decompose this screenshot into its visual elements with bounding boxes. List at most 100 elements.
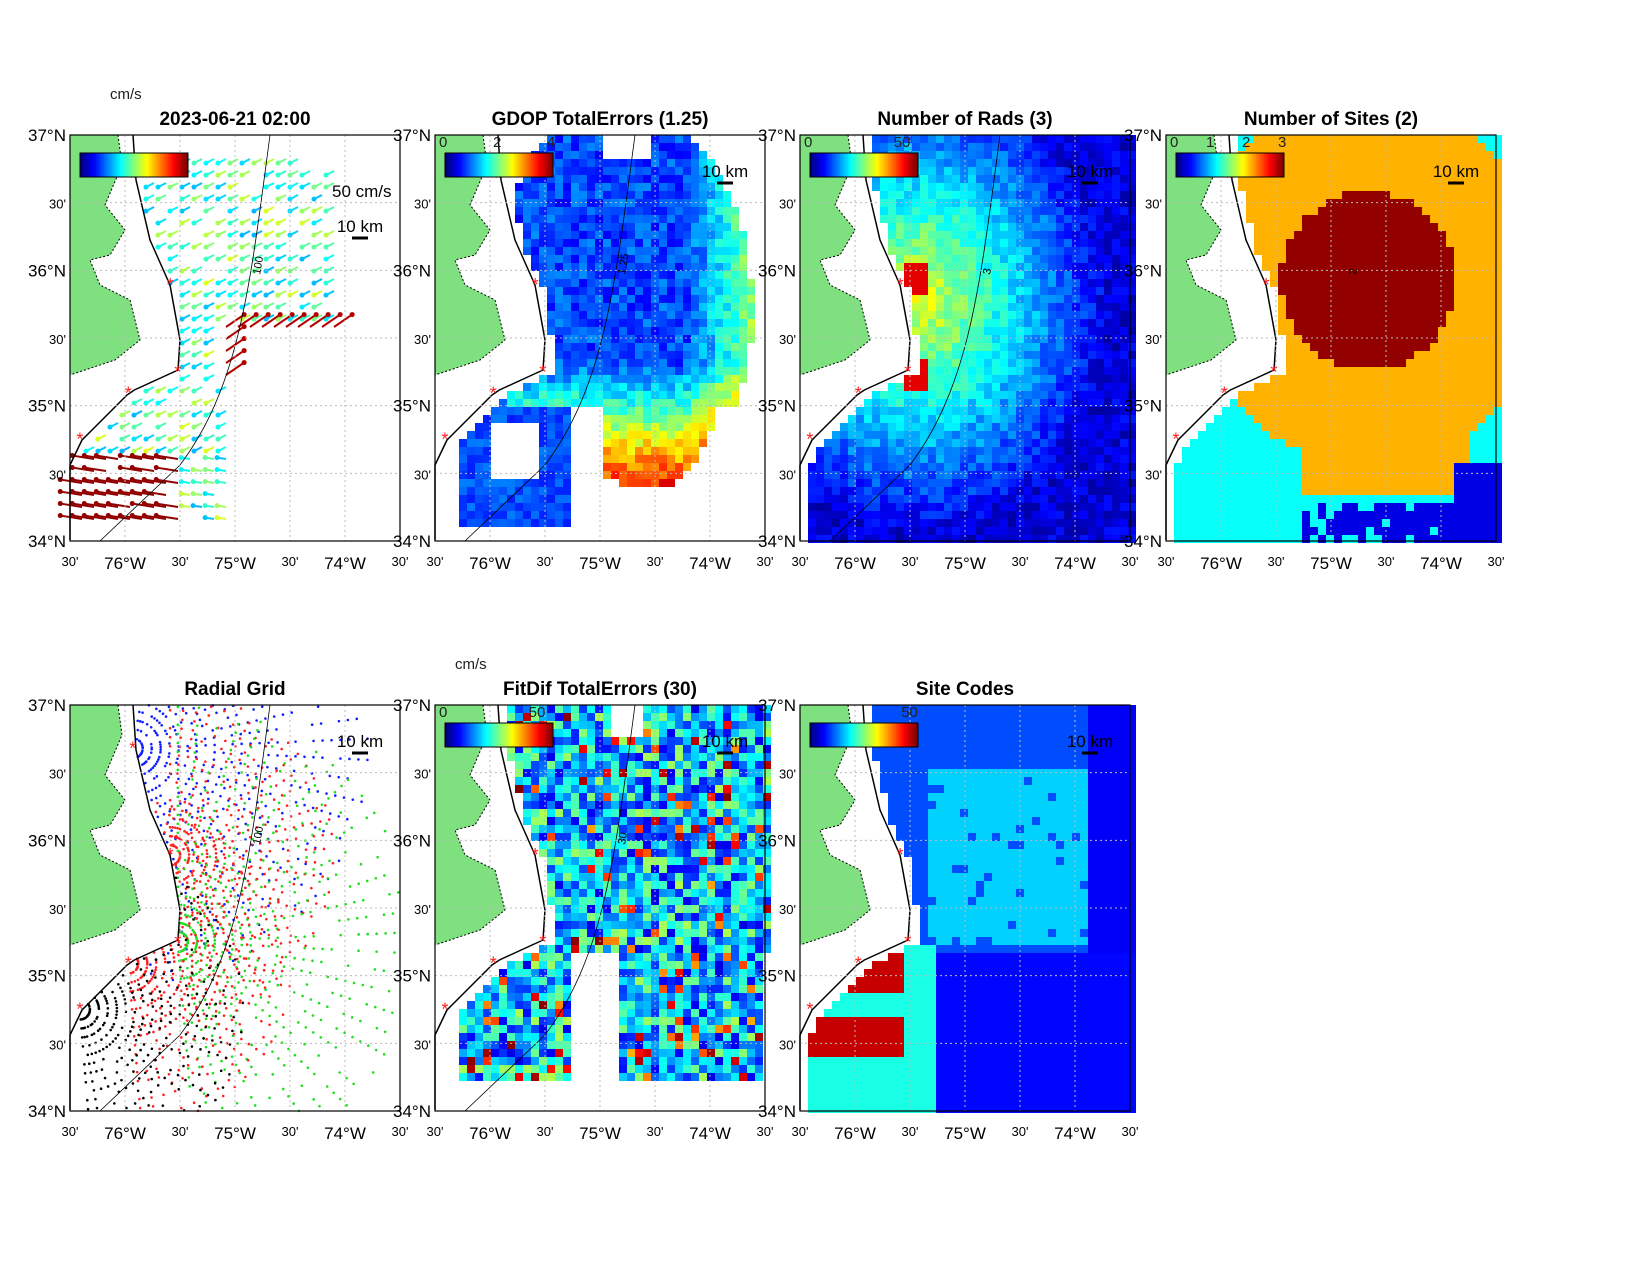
heatmap-cell: [579, 207, 587, 215]
heatmap-cell: [627, 391, 635, 399]
heatmap-cell: [1072, 215, 1080, 223]
heatmap-cell: [1000, 287, 1008, 295]
heatmap-cell: [555, 399, 563, 407]
heatmap-cell: [1000, 135, 1008, 143]
heatmap-cell: [1326, 151, 1334, 159]
heatmap-cell: [675, 439, 683, 447]
heatmap-cell: [1024, 215, 1032, 223]
heatmap-cell: [1334, 359, 1342, 367]
colorbar-segment: [154, 153, 157, 177]
heatmap-cell: [928, 535, 936, 543]
heatmap-cell: [1112, 471, 1120, 479]
heatmap-cell: [1398, 303, 1406, 311]
heatmap-cell: [1454, 391, 1462, 399]
heatmap-cell: [587, 215, 595, 223]
heatmap-cell: [1008, 295, 1016, 303]
heatmap-cell: [1088, 159, 1096, 167]
heatmap-cell: [824, 463, 832, 471]
heatmap-cell: [952, 519, 960, 527]
heatmap-cell: [1350, 263, 1358, 271]
heatmap-cell: [856, 471, 864, 479]
heatmap-cell: [747, 303, 755, 311]
heatmap-cell: [968, 335, 976, 343]
heatmap-cell: [1366, 399, 1374, 407]
heatmap-cell: [960, 247, 968, 255]
colorbar-segment: [92, 153, 95, 177]
heatmap-cell: [683, 175, 691, 183]
heatmap-cell: [920, 271, 928, 279]
heatmap-cell: [888, 423, 896, 431]
heatmap-cell: [1390, 183, 1398, 191]
heatmap-cell: [1446, 287, 1454, 295]
heatmap-cell: [1382, 279, 1390, 287]
heatmap-cell: [1294, 359, 1302, 367]
heatmap-cell: [1406, 247, 1414, 255]
heatmap-cell: [872, 447, 880, 455]
heatmap-cell: [547, 135, 555, 143]
heatmap-cell: [1000, 279, 1008, 287]
heatmap-cell: [1486, 239, 1494, 247]
heatmap-cell: [1438, 303, 1446, 311]
heatmap-cell: [1462, 367, 1470, 375]
heatmap-cell: [587, 135, 595, 143]
heatmap-cell: [547, 415, 555, 423]
heatmap-cell: [707, 391, 715, 399]
heatmap-cell: [675, 135, 683, 143]
heatmap-cell: [659, 295, 667, 303]
heatmap-cell: [1478, 439, 1486, 447]
colorbar-segment: [858, 153, 861, 177]
heatmap-cell: [1120, 439, 1128, 447]
heatmap-cell: [1080, 367, 1088, 375]
heatmap-cell: [1128, 255, 1136, 263]
heatmap-cell: [651, 295, 659, 303]
heatmap-cell: [619, 231, 627, 239]
vector-head: [143, 388, 149, 394]
heatmap-cell: [992, 287, 1000, 295]
heatmap-cell: [992, 231, 1000, 239]
heatmap-cell: [1096, 143, 1104, 151]
heatmap-cell: [920, 319, 928, 327]
heatmap-cell: [1000, 391, 1008, 399]
heatmap-cell: [1040, 431, 1048, 439]
heatmap-cell: [611, 343, 619, 351]
heatmap-cell: [984, 319, 992, 327]
heatmap-cell: [1008, 239, 1016, 247]
heatmap-cell: [976, 471, 984, 479]
heatmap-cell: [1064, 479, 1072, 487]
heatmap-cell: [1462, 215, 1470, 223]
heatmap-cell: [1374, 271, 1382, 279]
heatmap-cell: [1080, 279, 1088, 287]
heatmap-cell: [864, 463, 872, 471]
heatmap-cell: [1112, 159, 1120, 167]
vector-head: [323, 292, 329, 298]
heatmap-cell: [904, 239, 912, 247]
heatmap-cell: [1310, 135, 1318, 143]
heatmap-cell: [555, 255, 563, 263]
heatmap-cell: [1120, 159, 1128, 167]
vector-head: [299, 172, 305, 178]
heatmap-cell: [1390, 247, 1398, 255]
vector-head: [299, 208, 305, 214]
heatmap-cell: [611, 215, 619, 223]
heatmap-cell: [547, 175, 555, 183]
heatmap-cell: [1104, 383, 1112, 391]
heatmap-cell: [1470, 255, 1478, 263]
heatmap-cell: [1438, 359, 1446, 367]
heatmap-cell: [579, 247, 587, 255]
heatmap-cell: [1430, 143, 1438, 151]
heatmap-cell: [1326, 351, 1334, 359]
heatmap-cell: [1350, 247, 1358, 255]
isobath-contour: [99, 134, 271, 542]
heatmap-cell: [555, 455, 563, 463]
heatmap-cell: [904, 439, 912, 447]
heatmap-cell: [960, 175, 968, 183]
heatmap-cell: [1462, 135, 1470, 143]
heatmap-cell: [1334, 391, 1342, 399]
heatmap-cell: [587, 383, 595, 391]
heatmap-cell: [499, 511, 507, 519]
heatmap-cell: [1222, 423, 1230, 431]
heatmap-cell: [1366, 295, 1374, 303]
heatmap-cell: [904, 135, 912, 143]
heatmap-cell: [920, 199, 928, 207]
heatmap-cell: [1414, 335, 1422, 343]
